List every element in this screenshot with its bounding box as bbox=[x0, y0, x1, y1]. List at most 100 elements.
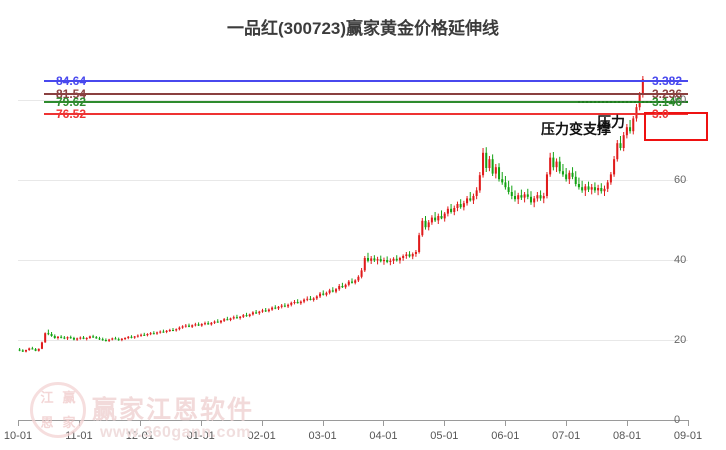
x-tick-label-09-01: 09-01 bbox=[673, 430, 703, 442]
candle-up bbox=[427, 222, 430, 228]
candle-up bbox=[402, 256, 405, 258]
candle-down bbox=[162, 331, 165, 333]
candle-up bbox=[315, 296, 318, 299]
candle-down bbox=[629, 127, 632, 132]
candle-up bbox=[140, 334, 143, 336]
candle-down bbox=[264, 310, 267, 312]
candle-up bbox=[178, 327, 181, 330]
candle-down bbox=[485, 152, 488, 168]
candle-up bbox=[277, 306, 280, 309]
gridline-60 bbox=[18, 180, 688, 181]
candle-up bbox=[418, 235, 421, 252]
candle-down bbox=[104, 340, 107, 341]
candle-up bbox=[533, 198, 536, 203]
candle-up bbox=[354, 280, 357, 283]
candle-up bbox=[24, 350, 28, 352]
candle-up bbox=[293, 302, 296, 303]
candle-up bbox=[251, 312, 254, 315]
candle-down bbox=[296, 302, 299, 304]
extension-label-right-brown: 3.236 bbox=[652, 86, 683, 101]
candle-down bbox=[101, 339, 104, 341]
candle-up bbox=[347, 281, 350, 285]
candle-up bbox=[334, 289, 338, 292]
watermark-brand: 赢家江恩软件 bbox=[92, 396, 255, 424]
highlight-box bbox=[644, 112, 708, 141]
candle-up bbox=[40, 342, 43, 349]
candle-down bbox=[274, 307, 277, 309]
candle-down bbox=[152, 333, 155, 335]
candle-up bbox=[232, 317, 235, 319]
candle-up bbox=[437, 216, 440, 221]
candle-up bbox=[456, 204, 459, 208]
candle-up bbox=[549, 157, 552, 175]
candle-up bbox=[76, 338, 79, 340]
candle-up bbox=[555, 161, 558, 168]
candle-up bbox=[271, 307, 274, 310]
annotation-pressure: 压力 bbox=[597, 114, 625, 130]
extension-line-blue bbox=[44, 80, 688, 83]
candle-up bbox=[306, 298, 309, 300]
candle-down bbox=[600, 188, 603, 192]
x-tick-label-04-01: 04-01 bbox=[369, 430, 398, 442]
extension-line-brown bbox=[44, 92, 688, 95]
candle-down bbox=[513, 196, 517, 200]
candle-down bbox=[63, 337, 66, 339]
candle-up bbox=[376, 259, 379, 261]
candle-down bbox=[245, 315, 248, 317]
candle-up bbox=[446, 208, 449, 214]
candle-down bbox=[47, 333, 50, 335]
candle-down bbox=[18, 349, 21, 351]
candle-up bbox=[56, 336, 59, 338]
candle-down bbox=[341, 286, 344, 288]
candle-up bbox=[542, 196, 545, 199]
x-tick bbox=[139, 420, 141, 426]
extension-label-left-red: 76.52 bbox=[55, 106, 86, 121]
candle-down bbox=[34, 349, 37, 351]
candle-down bbox=[450, 208, 453, 212]
x-tick bbox=[18, 420, 19, 426]
candle-up bbox=[536, 195, 539, 199]
candle-down bbox=[424, 220, 427, 228]
x-axis-line bbox=[18, 420, 688, 421]
candle-up bbox=[625, 127, 628, 136]
candle-up bbox=[44, 333, 47, 343]
candle-down bbox=[117, 339, 120, 341]
candle-up bbox=[203, 323, 206, 325]
candle-up bbox=[603, 188, 606, 192]
annotation-pressure-to-support: 压力变支撑 bbox=[541, 121, 611, 137]
candle-down bbox=[565, 174, 568, 180]
candle-down bbox=[216, 321, 219, 323]
candle-up bbox=[299, 301, 302, 304]
extension-label-right-green: 3.146 bbox=[652, 94, 683, 109]
candle-down bbox=[98, 338, 101, 340]
candle-up bbox=[312, 298, 315, 300]
candle-down bbox=[440, 216, 443, 219]
candle-down bbox=[207, 323, 210, 325]
candle-up bbox=[363, 258, 366, 271]
candle-up bbox=[85, 338, 88, 339]
extension-line-green bbox=[44, 100, 688, 103]
candle-down bbox=[72, 338, 75, 340]
candle-down bbox=[529, 196, 533, 203]
candle-up bbox=[88, 336, 91, 338]
gridline-80 bbox=[18, 100, 688, 101]
candle-up bbox=[398, 258, 401, 261]
x-tick bbox=[627, 420, 629, 426]
candle-up bbox=[584, 186, 587, 191]
candle-up bbox=[622, 135, 625, 148]
candle-down bbox=[322, 293, 325, 295]
watermark-logo-char: 家 bbox=[62, 414, 76, 430]
x-tick-label-07-01: 07-01 bbox=[552, 430, 581, 442]
candle-up bbox=[360, 270, 363, 277]
x-tick-label-02-01: 02-01 bbox=[247, 430, 276, 442]
candle-up bbox=[146, 334, 149, 336]
x-tick bbox=[688, 420, 689, 426]
candle-down bbox=[95, 337, 98, 339]
candle-down bbox=[283, 305, 286, 307]
x-tick bbox=[200, 420, 202, 426]
candle-up bbox=[328, 290, 331, 293]
candle-up bbox=[482, 152, 485, 176]
x-tick-label-05-01: 05-01 bbox=[430, 430, 459, 442]
extension-line-red bbox=[44, 112, 688, 115]
extension-label-left-green: 79.62 bbox=[55, 94, 86, 109]
